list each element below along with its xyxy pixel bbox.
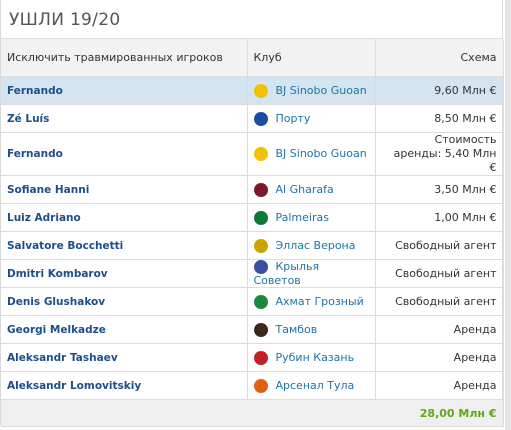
table-row: Aleksandr Lomovitskiy Арсенал Тула Аренда	[1, 371, 504, 400]
transfer-fee: Стоимость аренды: 5,40 Млн €	[375, 132, 504, 176]
club-logo	[253, 322, 268, 337]
player-name[interactable]: Sofiane Hanni	[1, 175, 248, 204]
club-name[interactable]: Рубин Казань	[275, 350, 355, 364]
club-name[interactable]: Palmeiras	[275, 210, 329, 224]
transfer-fee: 1,00 Млн €	[375, 203, 504, 232]
club-logo	[253, 238, 268, 253]
transfer-fee: 9,60 Млн €	[375, 76, 504, 105]
column-header[interactable]: Клуб	[247, 39, 376, 77]
column-header[interactable]: Исключить травмированных игроков	[1, 39, 248, 77]
club-logo	[253, 111, 268, 126]
club-logo	[253, 182, 268, 197]
table-row: Fernando BJ Sinobo Guoan 9,60 Млн €	[1, 76, 504, 105]
transfer-fee: Свободный агент	[375, 287, 504, 316]
club-cell: Порту	[247, 104, 376, 133]
player-name[interactable]: Dmitri Kombarov	[1, 259, 248, 288]
scrollbar[interactable]	[505, 0, 511, 430]
table-row: Sofiane Hanni Al Gharafa 3,50 Млн €	[1, 175, 504, 204]
club-name[interactable]: Эллас Верона	[275, 238, 356, 252]
table-row: Salvatore Bocchetti Эллас Верона Свободный…	[1, 231, 504, 260]
club-cell: Рубин Казань	[247, 343, 376, 372]
player-name[interactable]: Denis Glushakov	[1, 287, 248, 316]
club-cell: Тамбов	[247, 315, 376, 344]
footer-cell	[1, 399, 375, 427]
player-name[interactable]: Aleksandr Tashaev	[1, 343, 248, 372]
club-logo	[253, 210, 268, 225]
table-row: Denis Glushakov Ахмат Грозный Свободный аг…	[1, 287, 504, 316]
club-cell: BJ Sinobo Guoan	[247, 132, 376, 176]
club-name[interactable]: Тамбов	[275, 322, 318, 336]
transfers-table: Исключить травмированных игроков Клуб Сх…	[1, 39, 504, 427]
transfer-fee: Свободный агент	[375, 259, 504, 288]
club-cell: BJ Sinobo Guoan	[247, 76, 376, 105]
club-logo	[253, 294, 268, 309]
player-name[interactable]: Fernando	[1, 132, 248, 176]
footer-row: 28,00 Млн €	[1, 399, 504, 427]
player-name[interactable]: Salvatore Bocchetti	[1, 231, 248, 260]
club-cell: Al Gharafa	[247, 175, 376, 204]
club-name[interactable]: Порту	[275, 111, 311, 125]
player-name[interactable]: Aleksandr Lomovitskiy	[1, 371, 248, 400]
transfer-fee: Аренда	[375, 371, 504, 400]
club-name[interactable]: BJ Sinobo Guoan	[275, 83, 367, 97]
club-cell: Ахмат Грозный	[247, 287, 376, 316]
club-cell: Palmeiras	[247, 203, 376, 232]
table-row: Luiz Adriano Palmeiras 1,00 Млн €	[1, 203, 504, 232]
player-name[interactable]: Zé Luís	[1, 104, 248, 133]
table-row: Georgi Melkadze Тамбов Аренда	[1, 315, 504, 344]
transfer-fee: 8,50 Млн €	[375, 104, 504, 133]
transfer-fee: Свободный агент	[375, 231, 504, 260]
club-name[interactable]: Арсенал Тула	[275, 378, 355, 392]
club-logo	[253, 350, 268, 365]
player-name[interactable]: Fernando	[1, 76, 248, 105]
table-row: Dmitri Kombarov Крылья Советов Свободный а…	[1, 259, 504, 288]
table-row: Fernando BJ Sinobo Guoan Стоимость аренды:…	[1, 132, 504, 176]
club-name[interactable]: Крылья Советов	[253, 260, 320, 287]
transfer-fee: Аренда	[375, 343, 504, 372]
table-row: Aleksandr Tashaev Рубин Казань Аренда	[1, 343, 504, 372]
club-name[interactable]: Al Gharafa	[275, 182, 334, 196]
club-logo	[253, 147, 268, 161]
transfer-fee: Аренда	[375, 315, 504, 344]
player-name[interactable]: Georgi Melkadze	[1, 315, 248, 344]
transfers-panel: УШЛИ 19/20 Исключить травмированных игро…	[0, 0, 504, 427]
transfer-fee: 3,50 Млн €	[375, 175, 504, 204]
club-cell: Арсенал Тула	[247, 371, 376, 400]
club-name[interactable]: BJ Sinobo Guoan	[275, 147, 367, 160]
club-logo	[253, 378, 268, 393]
header-row: Исключить травмированных игроков Клуб Сх…	[1, 39, 504, 77]
player-name[interactable]: Luiz Adriano	[1, 203, 248, 232]
club-cell: Крылья Советов	[247, 259, 376, 288]
club-logo	[253, 83, 268, 98]
table-row: Zé Luís Порту 8,50 Млн €	[1, 104, 504, 133]
club-cell: Эллас Верона	[247, 231, 376, 260]
panel-title: УШЛИ 19/20	[1, 0, 502, 39]
column-header[interactable]: Схема	[375, 39, 504, 77]
club-name[interactable]: Ахмат Грозный	[275, 294, 364, 308]
club-logo	[253, 260, 268, 274]
total-fee: 28,00 Млн €	[375, 399, 504, 427]
